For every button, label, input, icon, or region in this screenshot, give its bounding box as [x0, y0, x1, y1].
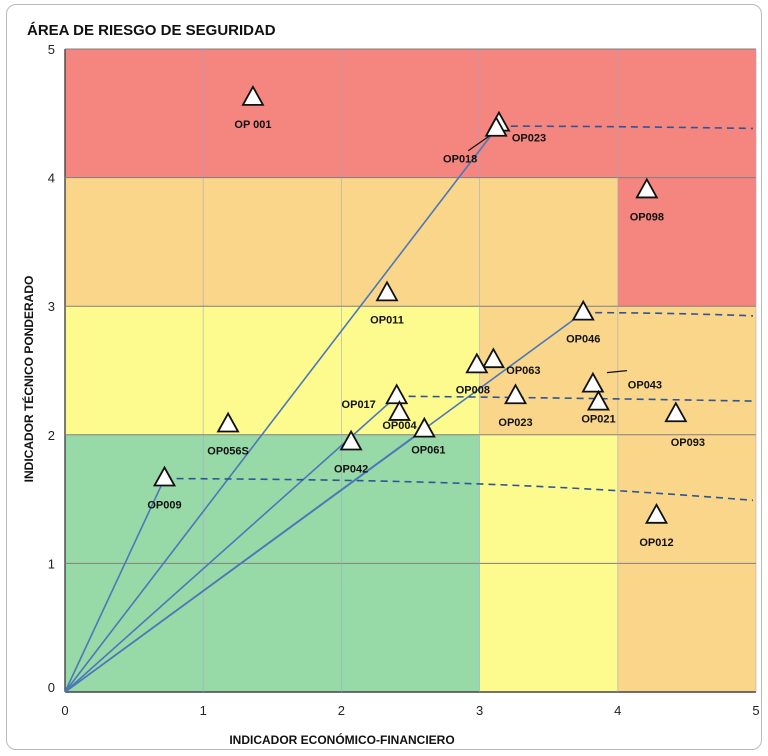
risk-zone-red	[617, 177, 756, 307]
triangle-marker	[481, 347, 505, 369]
point-label: OP098	[630, 211, 664, 223]
point-label: OP004	[382, 420, 417, 432]
label-leaders	[467, 134, 627, 374]
x-axis-label: INDICADOR ECONÓMICO-FINANCIERO	[229, 732, 454, 747]
data-point: OP 001	[234, 85, 272, 131]
triangle-marker	[412, 416, 436, 438]
data-point: OP056S	[207, 411, 249, 458]
point-label: OP043	[628, 380, 662, 392]
point-label: OP008	[456, 384, 490, 396]
ray-line	[64, 395, 398, 693]
y-tick-label: 4	[48, 171, 55, 186]
ray-line	[64, 478, 166, 693]
triangle-marker	[504, 383, 528, 405]
x-tick-label: 2	[338, 703, 345, 718]
dashed-curve	[396, 395, 753, 402]
triangle-marker	[339, 429, 363, 451]
y-tick-label: 2	[48, 428, 55, 443]
point-label: OP046	[566, 334, 600, 346]
triangle-marker	[385, 383, 409, 405]
ray-line	[64, 128, 497, 693]
triangle-marker	[664, 401, 688, 423]
grid-lines	[64, 48, 757, 693]
dashed-curves	[164, 125, 753, 502]
dashed-curve	[498, 125, 753, 130]
chart-title: ÁREA DE RIESGO DE SEGURIDAD	[27, 22, 276, 39]
data-point: OP098	[630, 177, 664, 223]
triangle-marker	[644, 502, 669, 524]
data-point: OP046	[566, 299, 600, 346]
data-points: OP 001 OP023 OP018 OP098 OP011 OP046 OP063 OP00…	[147, 85, 705, 549]
triangle-marker	[465, 352, 489, 374]
y-axis-label: INDICADOR TÉCNICO PONDERADO	[21, 276, 36, 483]
point-label: OP011	[370, 314, 404, 326]
risk-zone-red	[65, 49, 756, 178]
ray-lines	[64, 128, 584, 693]
y-tick-label: 3	[48, 299, 55, 314]
point-label: OP063	[506, 365, 540, 377]
point-label: OP093	[671, 437, 705, 449]
data-point: OP093	[664, 401, 705, 449]
dashed-curve	[164, 477, 753, 502]
data-point: OP008	[456, 352, 490, 396]
label-leader-line	[467, 134, 492, 152]
point-label: OP017	[342, 399, 376, 411]
data-point: OP063	[481, 347, 541, 377]
data-point: OP018	[443, 115, 508, 166]
label-leader-line	[606, 370, 627, 374]
triangle-marker	[241, 85, 265, 106]
point-label: OP061	[411, 445, 445, 457]
y-tick-label: 5	[48, 42, 55, 57]
data-point: OP004	[382, 400, 417, 432]
point-label: OP056S	[207, 446, 249, 458]
data-point: OP009	[147, 465, 182, 512]
risk-scatter-chart: ÁREA DE RIESGO DE SEGURIDAD 0 1 2 3 4 5 0 1 2 3 4 5…	[21, 22, 760, 747]
x-tick-label: 0	[61, 703, 68, 718]
data-point: OP042	[334, 429, 368, 476]
data-point: OP021	[581, 389, 616, 426]
x-tick-label: 4	[614, 703, 621, 718]
triangle-marker	[375, 280, 399, 302]
point-label: OP023	[512, 133, 546, 145]
ray-line	[64, 429, 425, 693]
axis-ticks: 0 1 2 3 4 5 0 1 2 3 4 5	[48, 42, 760, 718]
data-point: OP043	[581, 371, 662, 393]
y-tick-label: 1	[48, 556, 55, 571]
triangle-marker	[635, 177, 659, 199]
x-tick-label: 5	[752, 703, 759, 718]
point-label: OP042	[334, 464, 368, 476]
data-point: OP012	[639, 502, 674, 549]
chart-frame: ÁREA DE RIESGO DE SEGURIDAD 0 1 2 3 4 5 0 1 2 3 4 5…	[6, 4, 762, 750]
data-point: OP061	[411, 416, 445, 457]
x-tick-label: 3	[476, 703, 483, 718]
point-label: OP 001	[234, 119, 271, 131]
triangle-marker	[586, 389, 610, 411]
triangle-marker	[571, 299, 595, 321]
data-point: OP023	[498, 383, 533, 429]
point-label: OP021	[581, 414, 615, 426]
x-tick-label: 1	[200, 703, 207, 718]
triangle-marker	[581, 371, 605, 393]
triangle-marker	[152, 465, 177, 487]
triangle-marker	[216, 411, 240, 433]
triangle-marker	[484, 115, 508, 137]
point-label: OP018	[443, 154, 477, 166]
point-label: OP009	[147, 500, 181, 512]
data-point: OP017	[342, 383, 409, 411]
triangle-marker	[387, 400, 411, 421]
point-label: OP023	[498, 417, 532, 429]
risk-zones	[65, 49, 756, 692]
risk-zone-yellow	[65, 306, 480, 435]
point-label: OP012	[639, 537, 673, 549]
y-tick-label: 0	[48, 680, 55, 695]
data-point: OP011	[370, 280, 404, 326]
